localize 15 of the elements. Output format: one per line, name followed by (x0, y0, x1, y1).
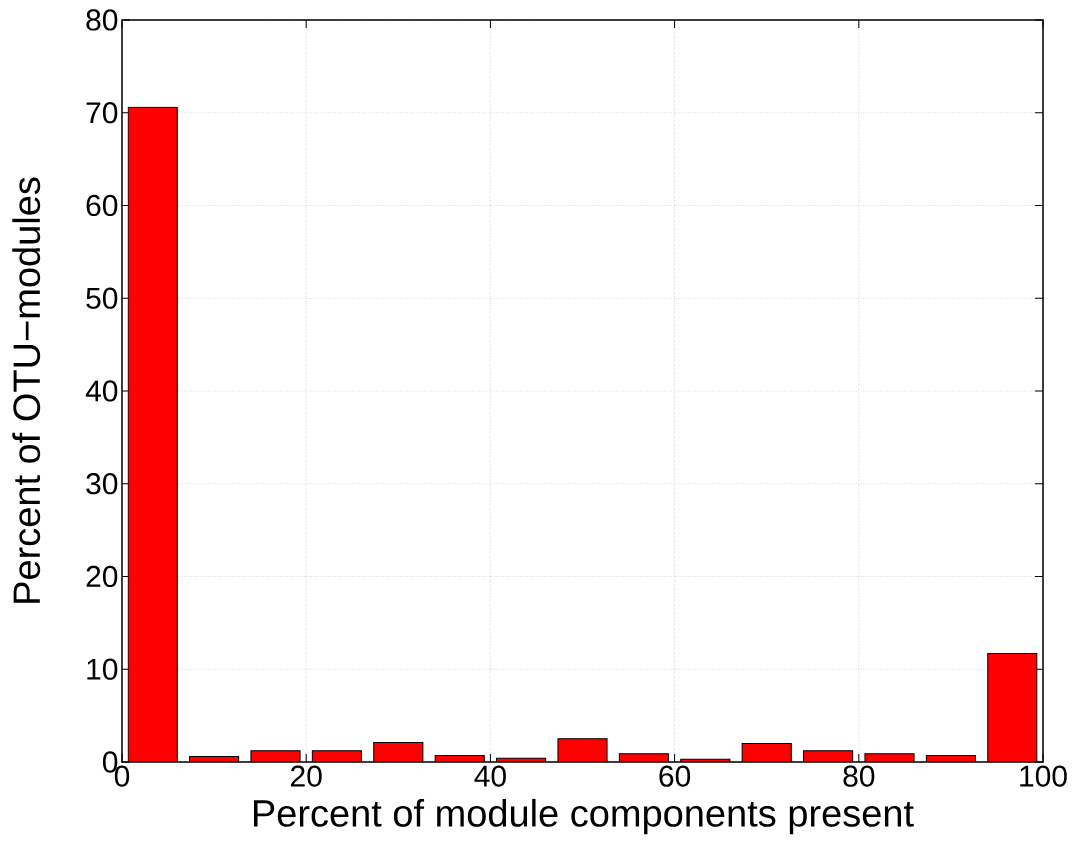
y-tick-label: 30 (86, 473, 118, 495)
x-tick-label: 80 (843, 765, 875, 787)
y-tick-label: 80 (86, 9, 118, 31)
y-tick-label: 50 (86, 287, 118, 309)
x-axis-title: Percent of module components present (253, 798, 914, 835)
y-tick-label: 60 (86, 194, 118, 217)
x-tick-label: 20 (291, 765, 322, 787)
y-tick-label: 20 (86, 565, 118, 588)
y-tick-label: 40 (85, 380, 118, 402)
x-tick-label: 60 (659, 765, 691, 787)
x-tick-label: 40 (474, 765, 506, 787)
y-tick-label: 70 (86, 102, 118, 124)
x-tick-label: 100 (1020, 765, 1067, 787)
y-axis-title: Percent of OTU−modules (12, 177, 41, 603)
y-tick-label: 10 (87, 658, 118, 680)
